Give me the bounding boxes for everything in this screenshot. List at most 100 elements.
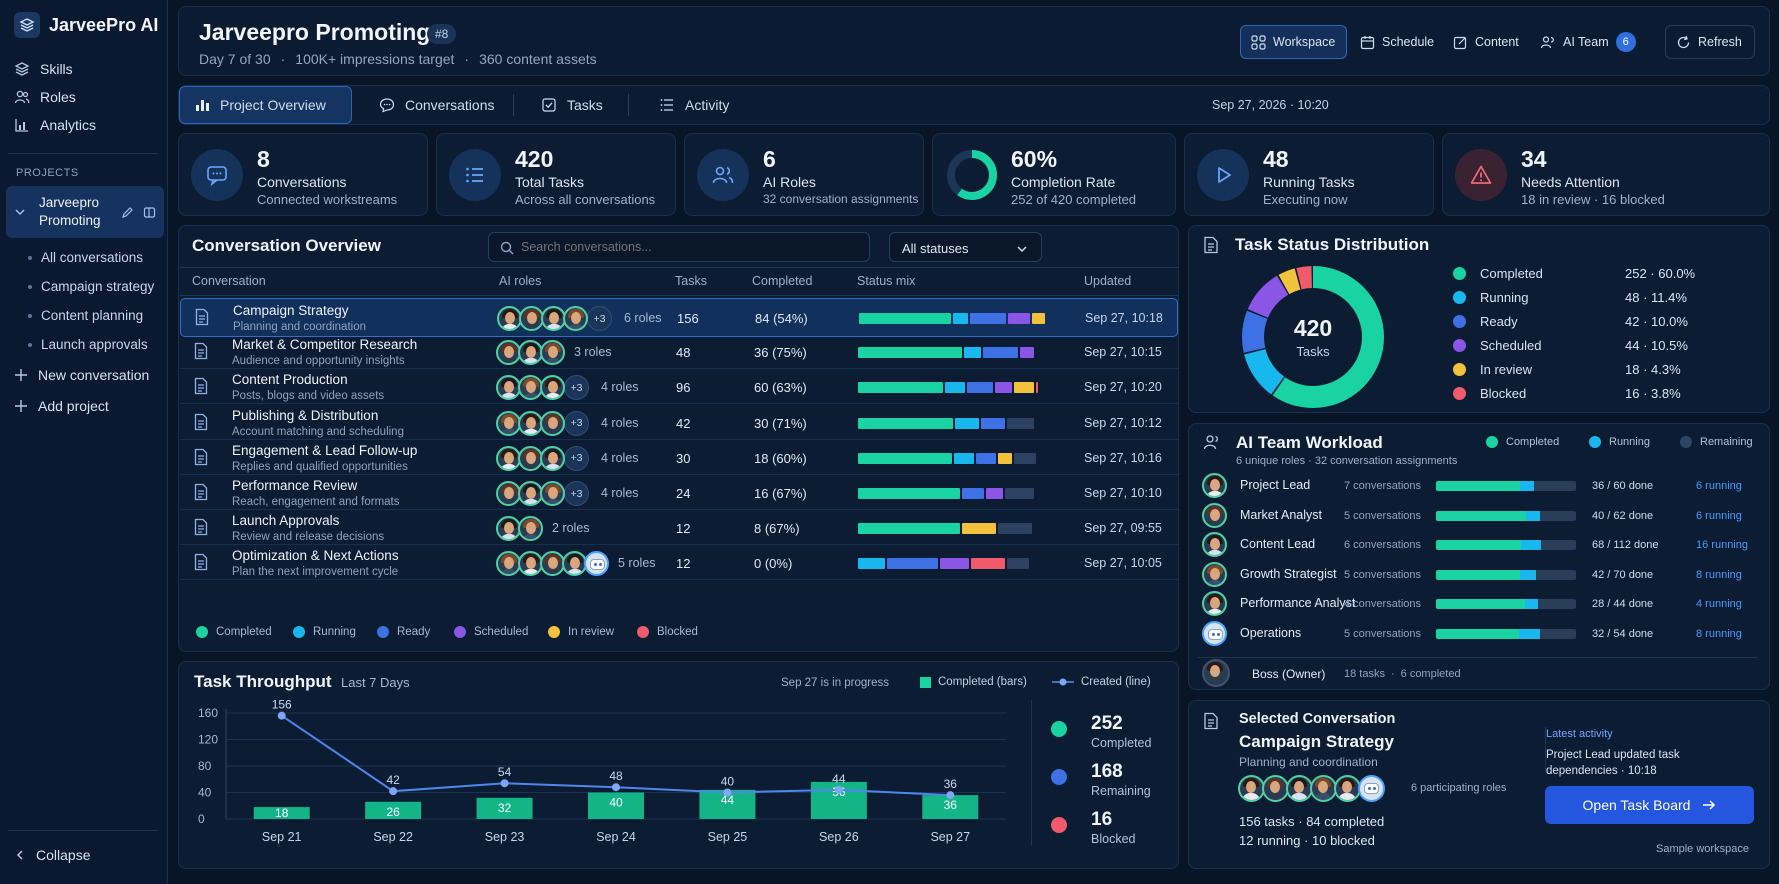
tab-conversations[interactable]: Conversations [365, 86, 509, 124]
edit-icon[interactable] [121, 206, 134, 219]
ai-team-button[interactable]: AI Team 6 [1530, 25, 1646, 59]
stat-label: Conversations [257, 174, 347, 190]
refresh-button[interactable]: Refresh [1665, 25, 1755, 59]
tab-project-overview[interactable]: Project Overview [179, 86, 352, 124]
avatar-face [526, 522, 536, 535]
document-icon [194, 448, 208, 465]
stat-running-tasks[interactable]: 48 Running Tasks Executing now [1184, 133, 1434, 216]
row-updated: Sep 27, 10:05 [1084, 556, 1162, 571]
bar-value-label: 36 [944, 798, 958, 812]
role-name: Growth Strategist [1240, 566, 1337, 581]
boss-stats: 18 tasks · 6 completed [1344, 668, 1461, 680]
avatar-body [500, 463, 518, 469]
status-mix-segment [967, 382, 993, 394]
avatar [518, 410, 543, 436]
content-button[interactable]: Content [1443, 25, 1529, 59]
sidebar-item-skills[interactable]: Skills [14, 61, 73, 77]
stat-icon-bg [1455, 149, 1507, 201]
column-header[interactable]: Tasks [675, 274, 707, 288]
workload-row[interactable]: Growth Strategist 5 conversations 42 / 70 … [1198, 561, 1758, 589]
list-icon [660, 99, 673, 111]
add-project-label: Add project [38, 398, 109, 414]
column-header[interactable]: Conversation [192, 274, 266, 288]
row-roles: 4 roles [601, 450, 639, 465]
legend-dot [1453, 291, 1466, 304]
bot-avatar [584, 551, 609, 577]
project-item-label: Launch approvals [41, 337, 148, 352]
chevron-down-icon[interactable] [14, 206, 26, 218]
table-row[interactable]: Optimization & Next Actions Plan the next… [180, 544, 1178, 583]
avatar [540, 551, 565, 577]
panel-icon[interactable] [143, 206, 156, 219]
table-row[interactable]: Market & Competitor Research Audience and… [180, 333, 1178, 372]
legend-dot [1589, 436, 1601, 448]
brand[interactable]: JarveePro AI [14, 12, 158, 38]
open-task-board-button[interactable]: Open Task Board [1545, 786, 1754, 824]
avatar-body [567, 324, 585, 329]
bot-eye [1368, 787, 1371, 790]
column-header[interactable]: Updated [1084, 274, 1132, 288]
avatar [540, 410, 565, 436]
collapse-button[interactable]: Collapse [14, 847, 90, 863]
stat-conversations[interactable]: 8 Conversations Connected workstreams [178, 133, 428, 216]
avatar [518, 340, 543, 366]
add-project-button[interactable]: Add project [14, 398, 109, 414]
schedule-button[interactable]: Schedule [1350, 25, 1444, 59]
table-row[interactable]: Publishing & Distribution Account matchin… [180, 404, 1178, 443]
stat-needs-attention[interactable]: 34 Needs Attention 18 in review · 16 blo… [1442, 133, 1770, 216]
new-conversation-button[interactable]: New conversation [14, 367, 149, 383]
table-row[interactable]: Performance Review Reach, engagement and … [180, 474, 1178, 513]
table-row[interactable]: Campaign Strategy Planning and coordinati… [180, 298, 1178, 337]
search-input[interactable] [521, 238, 861, 256]
table-row[interactable]: Content Production Posts, blogs and video… [180, 368, 1178, 407]
project-item-launch-approvals[interactable]: Launch approvals [28, 337, 148, 352]
tab-activity[interactable]: Activity [645, 86, 743, 124]
sidebar-item-roles[interactable]: Roles [14, 89, 76, 105]
status-mix-segment [1007, 313, 1030, 324]
plus-icon [15, 400, 27, 412]
document-icon [194, 343, 208, 360]
selected-header: Selected Conversation [1239, 711, 1396, 727]
status-mix-segment [858, 488, 960, 499]
row-roles: 2 roles [552, 521, 590, 536]
column-header[interactable]: Status mix [857, 274, 916, 288]
workload-row[interactable]: Content Lead 6 conversations 68 / 112 done… [1198, 531, 1758, 559]
bar [476, 797, 533, 819]
stat-completion-rate[interactable]: 60% Completion Rate 252 of 420 completed [932, 133, 1176, 216]
column-header[interactable]: AI roles [499, 274, 542, 288]
status-filter-value: All statuses [902, 241, 969, 256]
chat-icon [379, 98, 395, 113]
row-subtitle: Posts, blogs and video assets [232, 390, 385, 403]
stat-total-tasks[interactable]: 420 Total Tasks Across all conversations [436, 133, 676, 216]
project-item-content-planning[interactable]: Content planning [28, 308, 143, 323]
y-tick-label: 40 [198, 786, 212, 800]
role-done: 28 / 44 done [1592, 598, 1654, 611]
status-mix-segment [952, 313, 969, 324]
row-completed: 30 (71%) [754, 415, 807, 431]
project-item-active[interactable]: Jarveepro Promoting [6, 186, 164, 238]
workload-row[interactable]: Performance Analyst 4 conversations 28 / 4… [1198, 590, 1758, 618]
status-filter-select[interactable]: All statuses [889, 232, 1042, 262]
stat-ai-roles[interactable]: 6 AI Roles 32 conversation assignments [684, 133, 924, 216]
table-row[interactable]: Launch Approvals Review and release decis… [180, 509, 1178, 548]
role-avatars: +3 [497, 306, 612, 331]
project-item-all-conversations[interactable]: All conversations [28, 250, 143, 265]
project-item-campaign-strategy[interactable]: Campaign strategy [28, 279, 154, 294]
summary-value: 16 [1091, 809, 1113, 830]
line-marker-icon [1052, 678, 1074, 686]
column-header[interactable]: Completed [752, 274, 813, 288]
workspace-button[interactable]: Workspace [1240, 25, 1347, 59]
status-mix-segment [998, 523, 1032, 535]
conversation-overview-panel [178, 225, 1179, 652]
search-field[interactable] [488, 232, 870, 262]
table-row[interactable]: Engagement & Lead Follow-up Replies and q… [180, 439, 1178, 478]
workload-row[interactable]: Operations 5 conversations 32 / 54 done 8 r… [1198, 620, 1758, 648]
tab-tasks[interactable]: Tasks [527, 86, 617, 124]
row-roles: 4 roles [601, 486, 639, 500]
line-value-label: 36 [944, 777, 958, 791]
legend-label: Running [1609, 436, 1650, 448]
sidebar-item-analytics[interactable]: Analytics [14, 117, 96, 133]
workload-row[interactable]: Project Lead 7 conversations 36 / 60 done 6… [1198, 472, 1758, 500]
row-completed: 8 (67%) [754, 521, 800, 537]
workload-row[interactable]: Market Analyst 5 conversations 40 / 62 don… [1198, 502, 1758, 530]
